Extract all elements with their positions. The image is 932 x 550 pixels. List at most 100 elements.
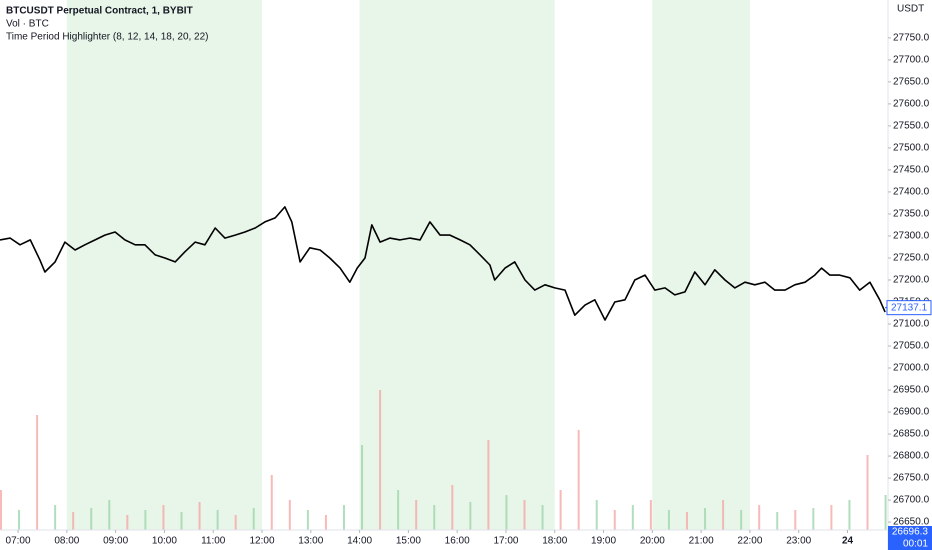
y-tick-label: 27500.0 <box>893 143 930 154</box>
volume-bar <box>342 505 345 530</box>
last-price-label: 27137.1 <box>891 302 928 313</box>
volume-bar <box>613 510 616 530</box>
volume-bar <box>18 510 21 530</box>
volume-bar <box>848 500 851 530</box>
y-tick-label: 27200.0 <box>893 275 930 286</box>
volume-bar <box>361 445 364 530</box>
y-tick-label: 26850.0 <box>893 429 930 440</box>
y-tick-label: 26900.0 <box>893 407 930 418</box>
volume-bar <box>451 485 454 530</box>
volume-bar <box>162 505 165 530</box>
y-tick-label: 27400.0 <box>893 187 930 198</box>
y-tick-label: 27750.0 <box>893 32 930 43</box>
x-tick-label: 24 <box>842 536 854 547</box>
x-tick-label: 07:00 <box>6 536 31 547</box>
volume-bar <box>72 512 75 530</box>
x-tick-label: 19:00 <box>591 536 616 547</box>
x-tick-label: 21:00 <box>689 536 714 547</box>
volume-bar <box>523 500 526 530</box>
y-tick-label: 26800.0 <box>893 451 930 462</box>
plot-layer <box>0 206 886 321</box>
volume-bar <box>866 455 869 530</box>
volume-bar <box>722 500 725 530</box>
y-tick-label: 27000.0 <box>893 363 930 374</box>
volume-bar <box>36 415 39 530</box>
volume-bar <box>216 510 219 530</box>
volume-bar <box>306 510 309 530</box>
y-tick-label: 27550.0 <box>893 121 930 132</box>
volume-bar <box>54 505 57 530</box>
y-tick-label: 27250.0 <box>893 253 930 264</box>
y-tick-label: 26700.0 <box>893 495 930 506</box>
highlight-band <box>66 0 263 530</box>
volume-bar <box>324 515 327 530</box>
y-tick-label: 26650.0 <box>893 517 930 528</box>
y-tick-label: 27700.0 <box>893 55 930 66</box>
y-tick-label: 26950.0 <box>893 385 930 396</box>
last-price-box <box>886 300 932 316</box>
x-tick-label: 20:00 <box>640 536 665 547</box>
volume-bar <box>667 510 670 530</box>
volume-bar <box>776 512 779 530</box>
y-tick-label: 26750.0 <box>893 473 930 484</box>
volume-bar <box>270 475 273 530</box>
volume-bar <box>704 508 707 530</box>
volume-bar <box>649 500 652 530</box>
x-tick-label: 10:00 <box>152 536 177 547</box>
volume-bar <box>252 508 255 530</box>
x-tick-label: 13:00 <box>298 536 323 547</box>
volume-bar <box>198 502 201 530</box>
volume-bar <box>595 500 598 530</box>
currency-label: USDT <box>897 4 924 15</box>
background <box>66 0 750 530</box>
volume-bar <box>180 512 183 530</box>
countdown-box <box>888 526 932 550</box>
volume-bar <box>234 515 237 530</box>
volume-bar <box>433 505 436 530</box>
y-tick-label: 27100.0 <box>893 319 930 330</box>
volume-bar <box>631 505 634 530</box>
x-tick-label: 09:00 <box>103 536 128 547</box>
volume-bar <box>379 390 382 530</box>
volume-bar <box>830 505 833 530</box>
countdown-label: 00:01 <box>903 539 928 550</box>
volume-bar <box>740 510 743 530</box>
volume-bar <box>884 495 887 530</box>
y-tick-label: 27300.0 <box>893 231 930 242</box>
volume-bar <box>90 508 93 530</box>
indicator-label: Time Period Highlighter (8, 12, 14, 18, … <box>6 32 209 43</box>
y-tick-label: 27650.0 <box>893 77 930 88</box>
x-tick-label: 17:00 <box>493 536 518 547</box>
x-tick-label: 08:00 <box>54 536 79 547</box>
symbol-title: BTCUSDT Perpetual Contract, 1, BYBIT <box>6 6 193 17</box>
x-tick-label: 16:00 <box>445 536 470 547</box>
volume-bar <box>487 440 490 530</box>
indicator-label: Vol · BTC <box>6 19 49 30</box>
volume-bar <box>108 500 111 530</box>
volume-bar <box>685 512 688 530</box>
volume-bar <box>559 490 562 530</box>
volume-bar <box>397 490 400 530</box>
y-tick-label: 27600.0 <box>893 99 930 110</box>
volume-bar <box>144 510 147 530</box>
highlight-band <box>652 0 750 530</box>
volume-bar <box>541 505 544 530</box>
y-tick-label: 27350.0 <box>893 209 930 220</box>
volume-bar <box>415 500 418 530</box>
volume-bar <box>288 500 291 530</box>
volume-layer <box>0 390 887 530</box>
volume-bar <box>794 510 797 530</box>
axes-layer: 26650.0 26700.0 26750.0 26800.0 26850.0 26900… <box>6 32 932 547</box>
volume-bar <box>0 490 2 530</box>
x-tick-label: 11:00 <box>201 536 226 547</box>
x-tick-label: 14:00 <box>347 536 372 547</box>
volume-bar <box>505 495 508 530</box>
volume-bar <box>126 515 129 530</box>
volume-bar <box>758 505 761 530</box>
x-tick-label: 23:00 <box>786 536 811 547</box>
x-tick-label: 15:00 <box>396 536 421 547</box>
volume-label: 26696.3 <box>892 527 929 538</box>
y-tick-label: 27050.0 <box>893 341 930 352</box>
volume-bar <box>577 430 580 530</box>
